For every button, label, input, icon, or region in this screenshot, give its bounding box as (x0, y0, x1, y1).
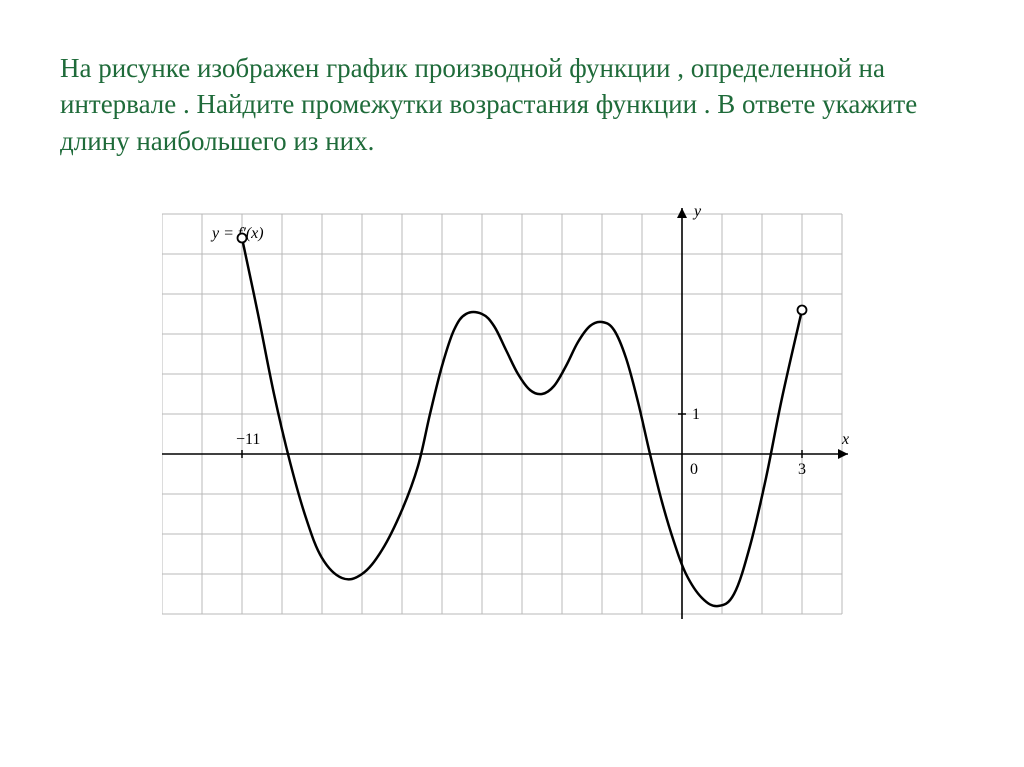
svg-text:1: 1 (692, 406, 700, 423)
problem-title: На рисунке изображен график производной … (60, 50, 964, 159)
svg-text:x: x (841, 431, 849, 448)
chart-container: yx10−113y = f′(x) (162, 189, 862, 619)
derivative-chart: yx10−113y = f′(x) (162, 189, 862, 619)
svg-text:−11: −11 (236, 431, 260, 448)
svg-text:3: 3 (798, 461, 806, 478)
svg-text:0: 0 (690, 461, 698, 478)
svg-text:y: y (692, 203, 702, 220)
